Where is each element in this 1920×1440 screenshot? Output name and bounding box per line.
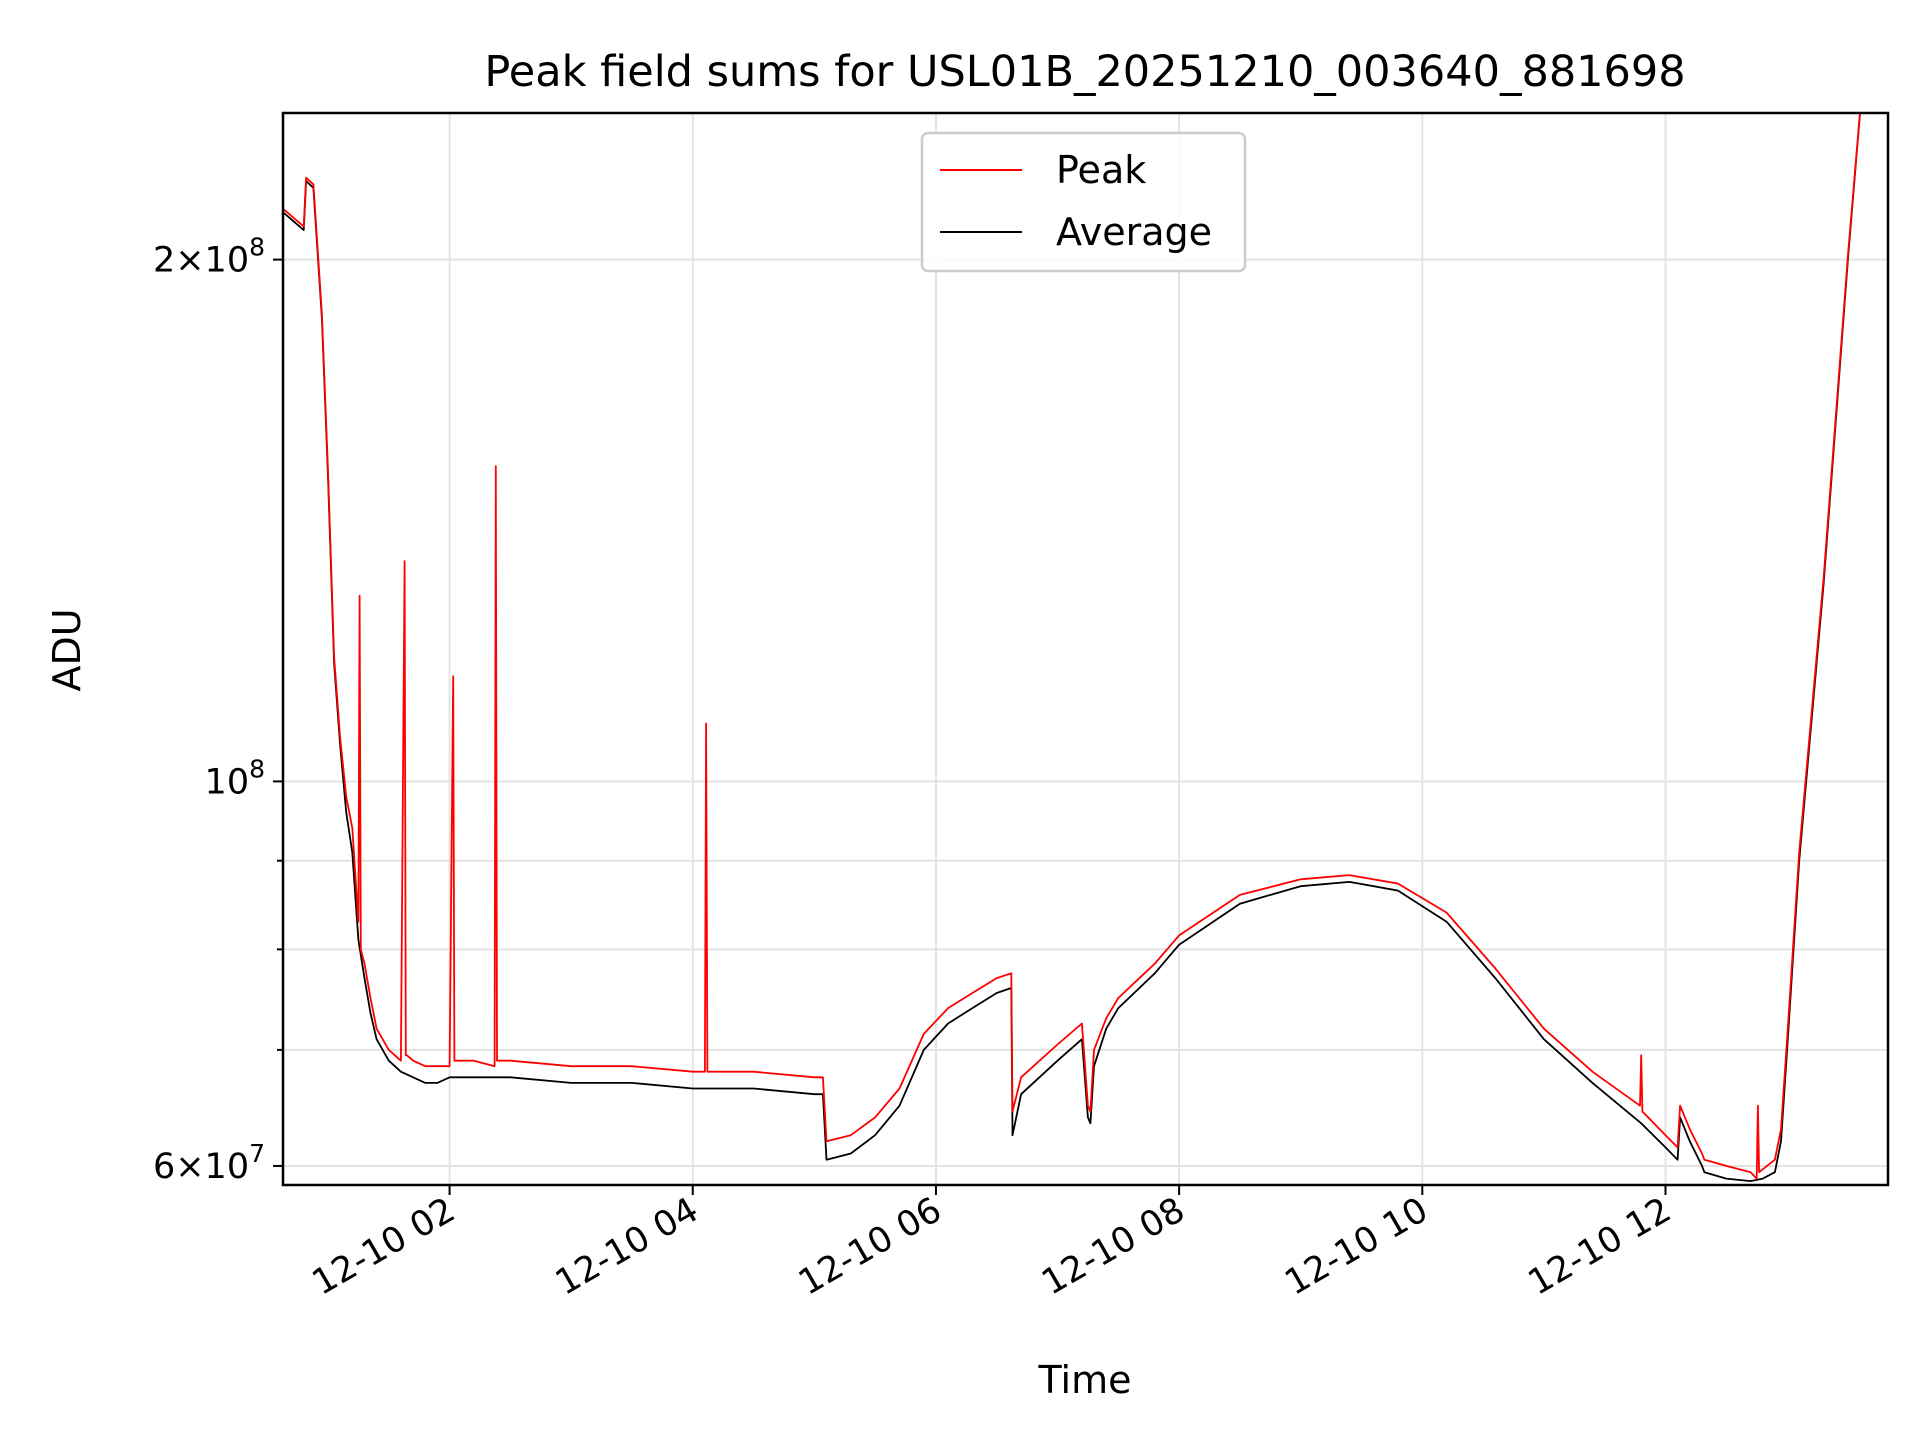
plot-area xyxy=(283,113,1888,1182)
legend-box xyxy=(920,131,1247,273)
legend: Peak Average xyxy=(920,131,1247,273)
legend-peak-label: Peak xyxy=(1056,148,1146,192)
series-line-peak xyxy=(283,113,1888,1180)
y-axis-label: ADU xyxy=(45,608,89,691)
legend-average-label: Average xyxy=(1056,210,1212,254)
y-tick-label: 108 xyxy=(205,754,265,802)
y-tick-label: 6×107 xyxy=(153,1139,265,1187)
y-axis: 6×107 108 2×108 xyxy=(153,233,283,1187)
plot-frame xyxy=(281,111,1890,1187)
y-tick-label: 2×108 xyxy=(153,233,265,281)
grid xyxy=(283,113,1888,1185)
chart-title: Peak field sums for USL01B_20251210_0036… xyxy=(484,47,1685,97)
series-line-average xyxy=(283,113,1888,1182)
x-axis-label: Time xyxy=(1038,1358,1132,1402)
